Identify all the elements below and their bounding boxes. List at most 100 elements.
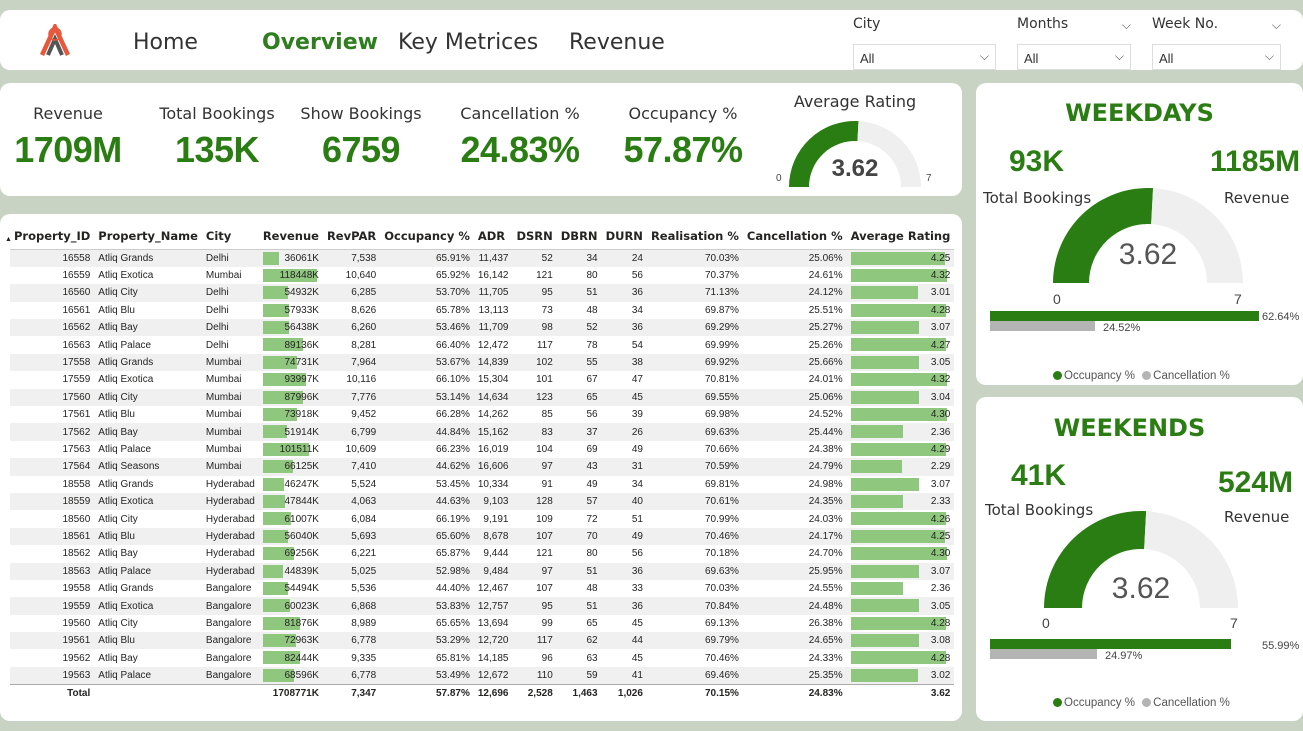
legend-occupancy: Occupancy %	[1064, 697, 1135, 709]
cell-value: 36061K	[284, 252, 319, 264]
table-cell: 101	[536, 374, 553, 386]
table-cell: 36	[631, 287, 643, 299]
table-row[interactable]: 18562 Atliq Bay Hyderabad 69256K 6,221 65.87%…	[10, 545, 954, 562]
gauge-max: 7	[926, 173, 932, 184]
table-row[interactable]: 19559 Atliq Exotica Bangalore 60023K 6,868 53…	[10, 597, 955, 615]
rating-databar	[850, 425, 903, 439]
table-cell: 48	[586, 583, 598, 595]
table-row[interactable]: 16559 Atliq Exotica Mumbai 118448K 10,640 65.…	[10, 267, 954, 284]
rating-databar	[850, 390, 919, 404]
table-cell: 69.13%	[704, 617, 739, 629]
revenue-cell: 82444K	[259, 649, 323, 666]
revenue-databar	[262, 512, 291, 526]
column-header[interactable]: DSRN	[512, 226, 557, 250]
rating-cell: 2.29	[847, 458, 955, 475]
table-row[interactable]: 17558 Atliq Grands Mumbai 74731K 7,964 53.67%…	[10, 353, 955, 372]
rating-cell: 3.07	[847, 476, 955, 493]
table-row[interactable]: 16562 Atliq Bay Delhi 56438K 6,260 53.46% 11,7…	[10, 319, 955, 337]
kpi-value: 135K	[174, 129, 260, 170]
table-row[interactable]: 19562 Atliq Bay Bangalore 82444K 9,335 65.81%…	[10, 649, 954, 666]
revenue-databar	[262, 616, 300, 630]
table-row[interactable]: 19563 Atliq Palace Bangalore 68596K 6,778 53.…	[10, 666, 955, 685]
table-row[interactable]: 18558 Atliq Grands Hyderabad 46247K 5,524 53.…	[10, 476, 954, 493]
column-header[interactable]: Realisation %	[646, 226, 743, 250]
cell-value: 51914K	[284, 426, 319, 438]
column-header[interactable]: Cancellation %	[742, 226, 847, 250]
revenue-databar	[262, 425, 287, 439]
column-header[interactable]: City	[201, 226, 259, 250]
cell-value: 57933K	[284, 304, 319, 316]
table-cell: 8,281	[351, 339, 377, 351]
table-cell: Atliq Palace	[98, 565, 152, 577]
table-cell: 70.37%	[704, 270, 739, 282]
table-row[interactable]: 18560 Atliq City Hyderabad 61007K 6,084 66.19…	[10, 510, 954, 527]
table-row[interactable]: 18559 Atliq Exotica Hyderabad 47844K 4,063 44…	[10, 492, 955, 511]
rating-databar	[850, 564, 919, 578]
column-header[interactable]: Occupancy %	[380, 226, 474, 250]
cell-value: 2.33	[930, 496, 951, 508]
column-header[interactable]: DURN	[601, 226, 647, 250]
table-row[interactable]: 18563 Atliq Palace Hyderabad 44839K 5,025 52.…	[10, 562, 955, 580]
property-table: Property_ID Property_Name City Revenue RevPA…	[10, 226, 955, 703]
table-row[interactable]: 17561 Atliq Blu Mumbai 73918K 9,452 66.28% 14,…	[10, 406, 954, 423]
nav-key-metrices[interactable]: Key Metrices	[398, 30, 539, 55]
table-cell: 67	[586, 374, 598, 386]
table-cell: 51	[586, 565, 598, 577]
table-row[interactable]: 19561 Atliq Blu Bangalore 72963K 6,778 53.29%…	[10, 632, 955, 650]
column-header[interactable]: RevPAR	[322, 226, 381, 250]
table-row[interactable]: 18561 Atliq Blu Hyderabad 56040K 5,693 65.60%…	[10, 527, 955, 546]
table-cell: 24.79%	[808, 461, 843, 473]
table-row[interactable]: 16563 Atliq Palace Delhi 89136K 8,281 66.40% 1…	[10, 336, 954, 353]
table-row[interactable]: 16561 Atliq Blu Delhi 57933K 8,626 65.78% 13,1…	[10, 302, 954, 319]
table-cell: 49	[586, 478, 598, 490]
table-cell: 9,103	[483, 496, 509, 508]
column-header[interactable]: Property_ID	[10, 226, 95, 250]
week-filter-dropdown[interactable]: All ⌵	[1152, 44, 1281, 70]
column-header[interactable]: Revenue	[258, 226, 323, 250]
table-cell: 70.46%	[704, 530, 739, 542]
nav-revenue[interactable]: Revenue	[569, 30, 665, 55]
total-cell: 12,696	[473, 683, 513, 703]
table-cell: 12,672	[477, 669, 509, 681]
kpi-total-bookings: Total Bookings 135K	[152, 104, 282, 171]
table-row[interactable]: 17562 Atliq Bay Mumbai 51914K 6,799 44.84% 15,…	[10, 423, 955, 441]
rating-databar	[850, 668, 918, 682]
chevron-down-icon[interactable]: ⌵	[1121, 18, 1131, 32]
table-cell: 24.70%	[808, 548, 843, 560]
table-row[interactable]: 17559 Atliq Exotica Mumbai 93997K 10,116 66.1…	[10, 371, 954, 388]
weekends-title: WEEKENDS	[1053, 414, 1206, 442]
table-cell: 99	[541, 617, 553, 629]
table-row[interactable]: 16560 Atliq City Delhi 54932K 6,285 53.70% 11,…	[10, 284, 955, 302]
table-cell: 5,693	[351, 530, 377, 542]
table-row[interactable]: 17560 Atliq City Mumbai 87996K 7,776 53.14% 14…	[10, 388, 955, 407]
rating-cell: 3.01	[847, 284, 955, 301]
table-cell: 6,778	[351, 669, 377, 681]
table-cell: 107	[536, 583, 553, 595]
months-filter-dropdown[interactable]: All ⌵	[1017, 44, 1131, 70]
table-cell: 51	[631, 513, 643, 525]
city-filter-dropdown[interactable]: All ⌵	[853, 44, 996, 70]
column-header[interactable]: Average Rating	[846, 226, 955, 250]
table-row[interactable]: 17563 Atliq Palace Mumbai 101511K 10,609 66.2…	[10, 441, 954, 458]
column-header[interactable]: Property_Name	[94, 226, 202, 250]
nav-home[interactable]: Home	[133, 30, 198, 55]
table-cell: 72	[586, 513, 598, 525]
revenue-cell: 61007K	[259, 510, 323, 527]
table-total-row: Total 1708771K 7,347 57.87% 12,696 2,528 1,463…	[10, 683, 955, 703]
table-cell: 37	[586, 426, 598, 438]
weekdays-card: WEEKDAYS 93K 1185M Total Bookings Revenu…	[976, 83, 1303, 385]
revenue-databar	[262, 355, 297, 369]
table-cell: 44.40%	[435, 583, 470, 595]
table-row[interactable]: 17564 Atliq Seasons Mumbai 66125K 7,410 44.62…	[10, 458, 955, 476]
revenue-databar	[262, 634, 296, 648]
chevron-down-icon[interactable]: ⌵	[1271, 18, 1281, 32]
table-row[interactable]: 19560 Atliq City Bangalore 81876K 8,989 65.65…	[10, 615, 954, 632]
table-cell: 9,335	[351, 652, 377, 664]
table-row[interactable]: 19558 Atliq Grands Bangalore 54494K 5,536 44.…	[10, 580, 954, 597]
table-row[interactable]: 16558 Atliq Grands Delhi 36061K 7,538 65.91% 1…	[10, 249, 955, 267]
column-header[interactable]: DBRN	[556, 226, 602, 250]
table-cell: 7,964	[351, 357, 377, 369]
column-header[interactable]: ADR	[473, 226, 513, 250]
nav-overview[interactable]: Overview	[262, 30, 378, 55]
table-cell: 63	[586, 652, 598, 664]
